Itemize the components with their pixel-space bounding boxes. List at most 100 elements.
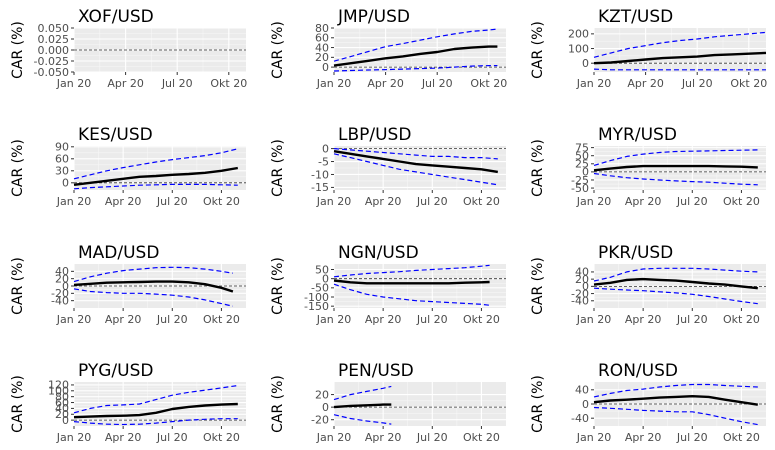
car-estimate-line bbox=[73, 402, 238, 419]
car-estimate-line bbox=[333, 150, 498, 174]
x-tick-label: Apr 20 bbox=[105, 313, 142, 326]
y-axis-label: CAR (%) bbox=[10, 139, 26, 197]
confidence-band-upper-line bbox=[593, 383, 758, 398]
y-tick-label: -20 bbox=[51, 287, 69, 300]
y-tick-label: 50 bbox=[575, 150, 589, 163]
y-tick-label: 50 bbox=[315, 263, 329, 276]
y-axis-label: CAR (%) bbox=[10, 21, 26, 79]
y-tick-label: 80 bbox=[315, 22, 329, 35]
x-tick-label: Jan 20 bbox=[316, 77, 351, 90]
y-tick-label: -20 bbox=[311, 414, 329, 427]
confidence-band-lower-line bbox=[593, 287, 758, 305]
x-tick-label: Okt 20 bbox=[723, 431, 760, 444]
y-tick-label: 40 bbox=[575, 266, 589, 279]
confidence-band-lower-line bbox=[73, 183, 238, 190]
confidence-band-lower-line bbox=[593, 406, 758, 426]
y-tick-label: 40 bbox=[55, 265, 69, 278]
y-tick-label: 60 bbox=[315, 32, 329, 45]
y-tick-label: 0.025 bbox=[38, 33, 70, 46]
chart-panel: -40 -20 0 20 40 Jan 20 Apr 20 Jul 20 Okt 20 PKR/U… bbox=[520, 236, 775, 332]
x-tick-label: Jul 20 bbox=[416, 313, 448, 326]
confidence-band-lower-line bbox=[333, 283, 490, 306]
chart-title: PEN/USD bbox=[338, 361, 414, 381]
x-tick-label: Jan 20 bbox=[576, 313, 611, 326]
chart-panel: -40 -20 0 20 40 Jan 20 Apr 20 Jul 20 Okt 20 MAD/U… bbox=[0, 236, 255, 332]
x-tick-label: Apr 20 bbox=[107, 77, 144, 90]
x-tick-label: Okt 20 bbox=[463, 431, 500, 444]
chart-panel: -15 -10 -5 0 Jan 20 Apr 20 Jul 20 Okt 20 LBP/USD… bbox=[260, 118, 515, 214]
x-tick-label: Jul 20 bbox=[421, 77, 453, 90]
x-tick-label: Jan 20 bbox=[576, 77, 611, 90]
x-tick-label: Jan 20 bbox=[576, 195, 611, 208]
x-tick-label: Jul 20 bbox=[416, 431, 448, 444]
x-tick-label: Okt 20 bbox=[210, 77, 247, 90]
x-tick-label: Apr 20 bbox=[365, 313, 402, 326]
y-tick-label: 20 bbox=[315, 51, 329, 64]
x-tick-label: Jul 20 bbox=[416, 195, 448, 208]
x-tick-label: Jul 20 bbox=[676, 313, 708, 326]
y-tick-label: -150 bbox=[304, 300, 329, 313]
y-axis-label: CAR (%) bbox=[270, 139, 286, 197]
chart-title: NGN/USD bbox=[338, 243, 419, 263]
car-estimate-line bbox=[73, 280, 234, 293]
x-tick-label: Apr 20 bbox=[365, 195, 402, 208]
y-tick-label: -0.050 bbox=[34, 66, 69, 79]
y-tick-label: 0 bbox=[322, 142, 329, 155]
x-tick-label: Jul 20 bbox=[676, 195, 708, 208]
y-tick-label: 0 bbox=[582, 398, 589, 411]
x-tick-label: Jan 20 bbox=[316, 431, 351, 444]
confidence-band-lower-line bbox=[73, 288, 234, 307]
y-tick-label: 20 bbox=[315, 388, 329, 401]
chart-title: JMP/USD bbox=[337, 7, 410, 27]
x-tick-label: Apr 20 bbox=[367, 77, 404, 90]
x-tick-label: Jan 20 bbox=[56, 431, 91, 444]
x-tick-label: Apr 20 bbox=[625, 431, 662, 444]
x-tick-label: Jul 20 bbox=[681, 77, 713, 90]
y-axis-label: CAR (%) bbox=[530, 375, 546, 433]
chart-title: RON/USD bbox=[598, 361, 678, 381]
x-tick-label: Okt 20 bbox=[203, 195, 240, 208]
chart-title: MYR/USD bbox=[598, 125, 677, 145]
chart-panel: 0 20 40 60 80 100 120 Jan 20 Apr 20 Jul 20 Okt 20 P… bbox=[0, 354, 255, 450]
confidence-band-upper-line bbox=[73, 384, 238, 414]
plot-background bbox=[334, 264, 506, 308]
y-axis-label: CAR (%) bbox=[530, 21, 546, 79]
chart-title: XOF/USD bbox=[78, 7, 154, 27]
chart-panel: -50 -25 0 25 50 75 Jan 20 Apr 20 Jul 20 Okt 20 MYR… bbox=[520, 118, 775, 214]
chart-title: LBP/USD bbox=[338, 125, 411, 145]
x-tick-label: Apr 20 bbox=[105, 195, 142, 208]
y-tick-label: 0 bbox=[322, 61, 329, 74]
confidence-band-upper-line bbox=[593, 149, 758, 166]
chart-panel: 0 100 200 Jan 20 Apr 20 Jul 20 Okt 20 KZT/USD CA… bbox=[520, 0, 775, 96]
chart-title: KES/USD bbox=[78, 125, 153, 145]
y-tick-label: 20 bbox=[575, 273, 589, 286]
y-tick-label: 40 bbox=[315, 41, 329, 54]
y-axis-label: CAR (%) bbox=[270, 21, 286, 79]
y-tick-label: -40 bbox=[51, 294, 69, 307]
x-tick-label: Jan 20 bbox=[56, 195, 91, 208]
chart-panel: -40 0 40 Jan 20 Apr 20 Jul 20 Okt 20 RON/USD CAR… bbox=[520, 354, 775, 450]
y-tick-label: 0 bbox=[62, 414, 69, 427]
y-tick-label: 75 bbox=[575, 141, 589, 154]
x-tick-label: Jan 20 bbox=[316, 313, 351, 326]
y-tick-label: -10 bbox=[311, 168, 329, 181]
y-tick-label: -100 bbox=[304, 291, 329, 304]
y-tick-label: 20 bbox=[55, 272, 69, 285]
y-axis-label: CAR (%) bbox=[530, 139, 546, 197]
x-tick-label: Okt 20 bbox=[723, 195, 760, 208]
car-estimate-line bbox=[593, 395, 758, 406]
x-tick-label: Jan 20 bbox=[576, 431, 611, 444]
chart-title: KZT/USD bbox=[598, 7, 673, 27]
car-estimate-line bbox=[593, 164, 758, 172]
confidence-band-lower-line bbox=[593, 172, 758, 186]
y-tick-label: 200 bbox=[568, 28, 589, 41]
y-tick-label: 90 bbox=[55, 141, 69, 154]
